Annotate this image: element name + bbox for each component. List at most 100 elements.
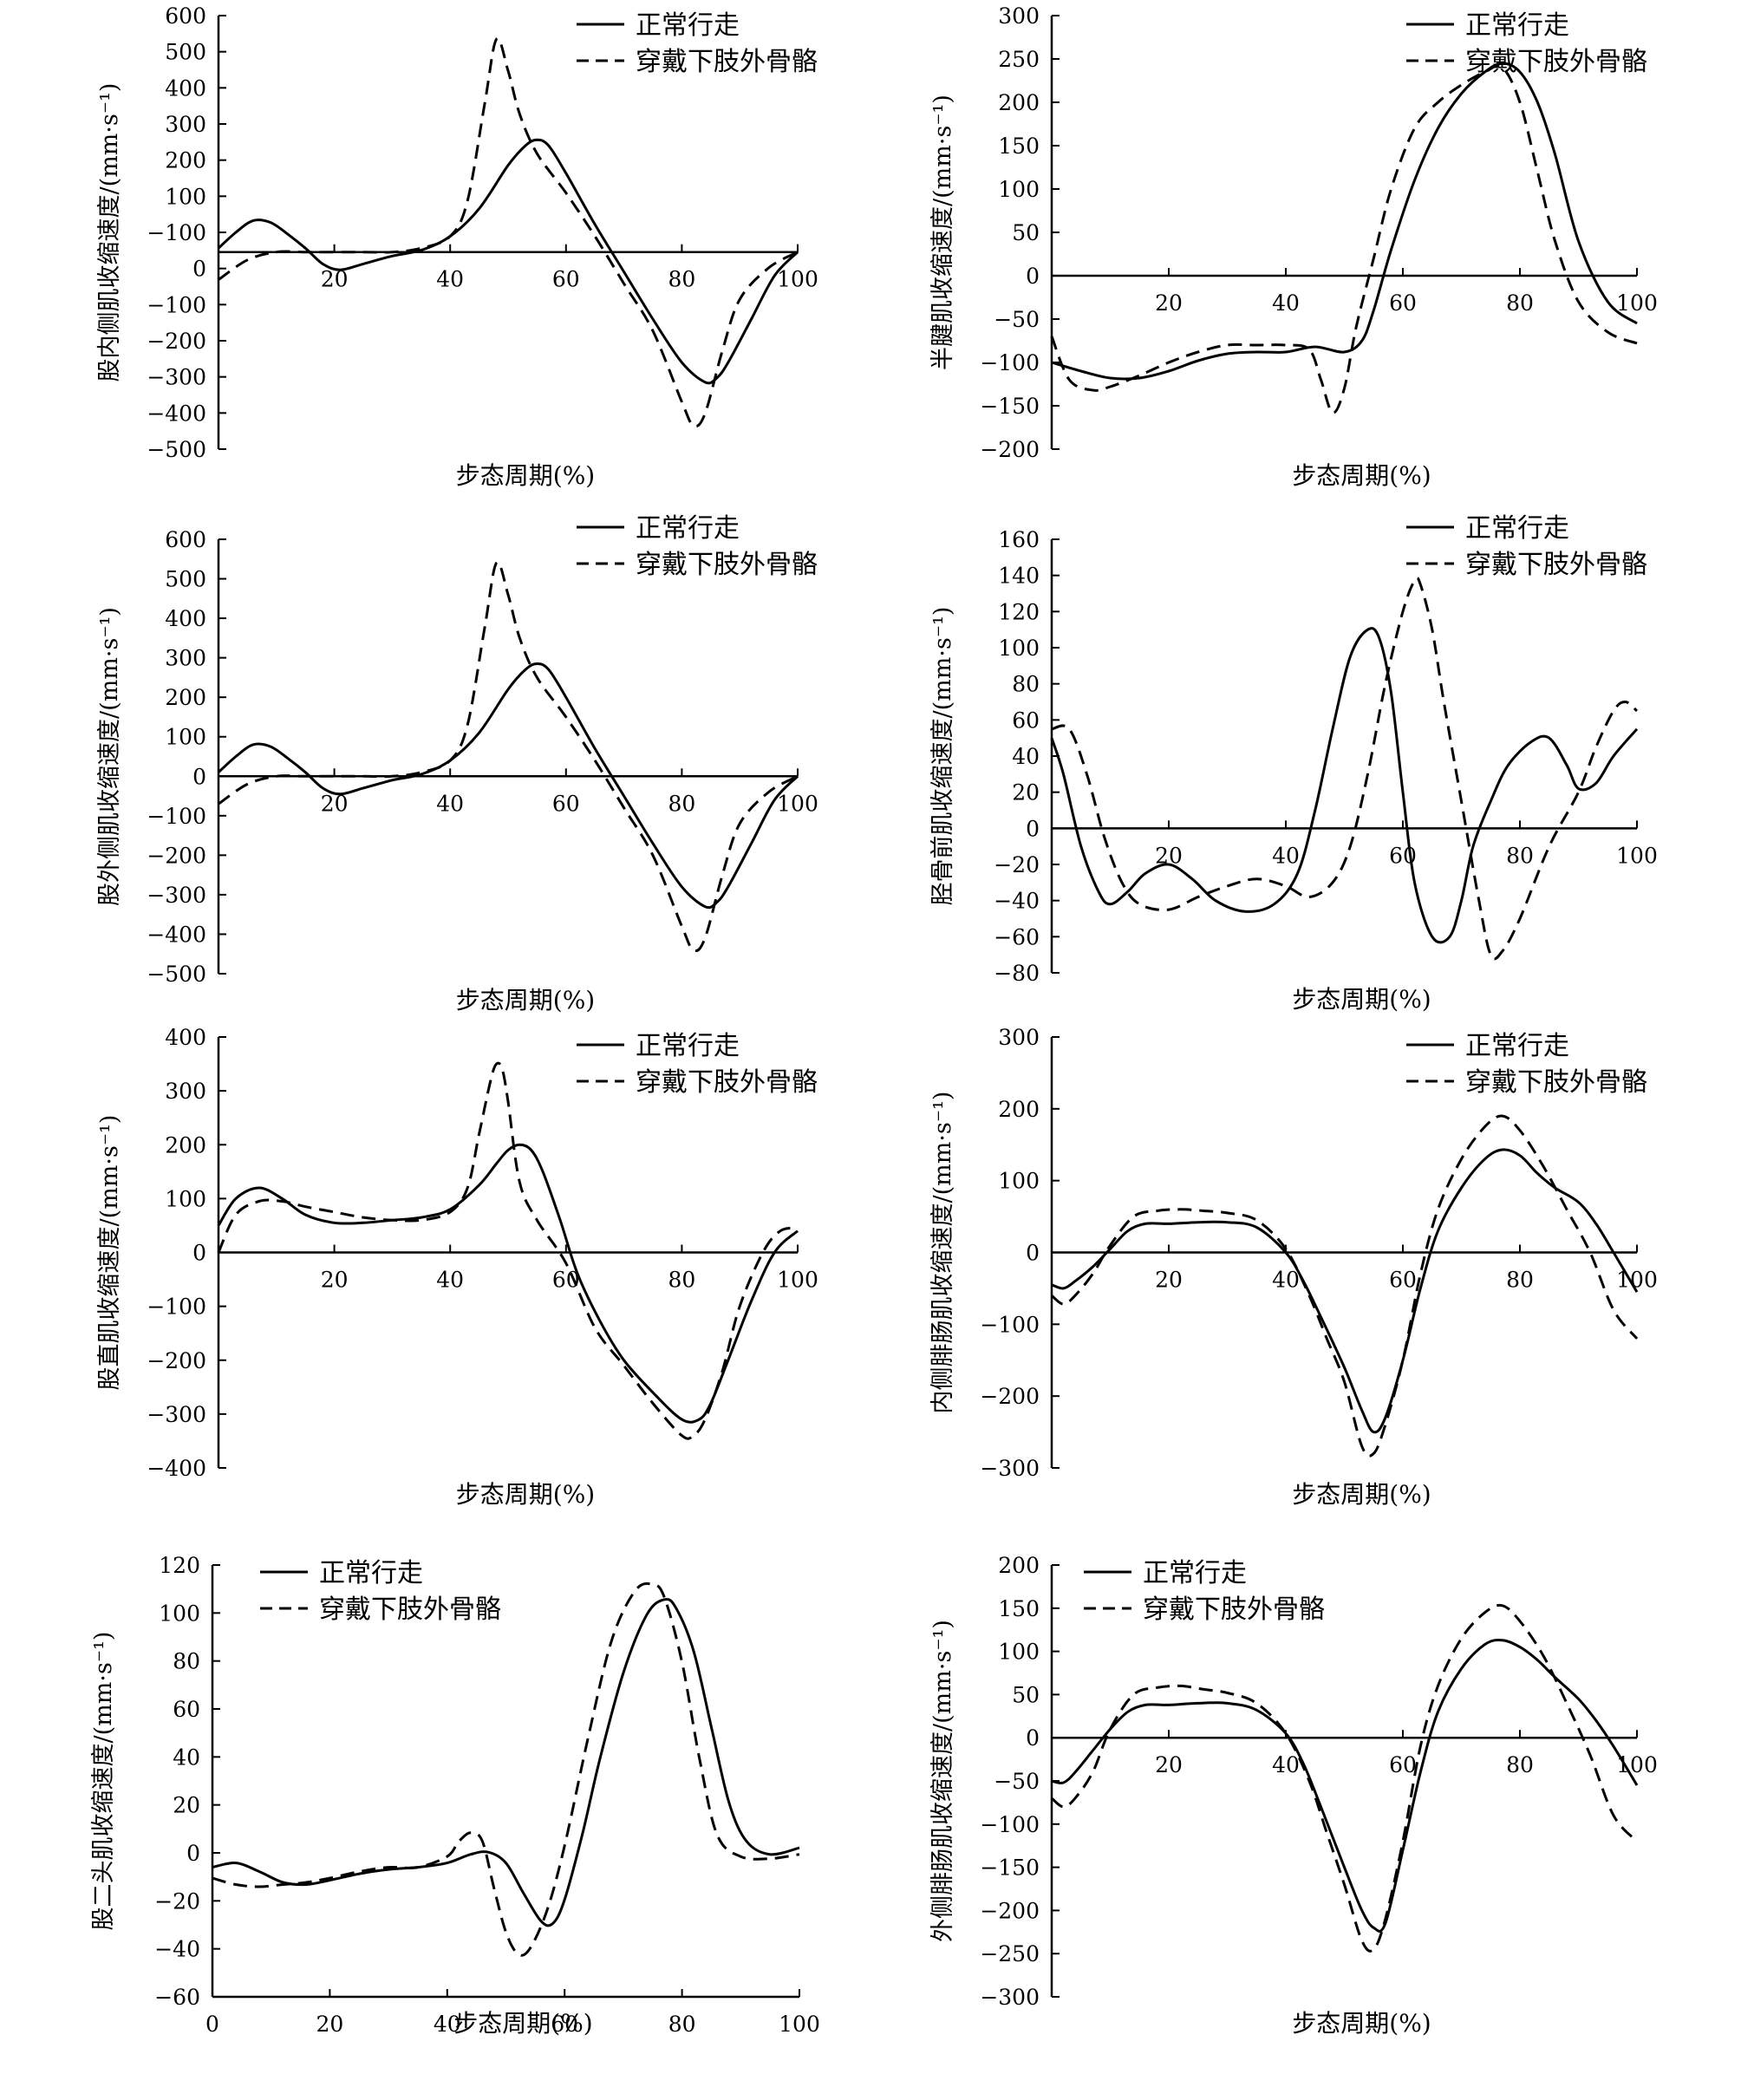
y-tick-label: 200 xyxy=(165,1132,206,1158)
y-tick-label: 150 xyxy=(998,1596,1040,1621)
x-axis-label: 步态周期(%) xyxy=(1292,985,1431,1014)
y-axis-label: 股外侧肌收缩速度/(mm·s⁻¹) xyxy=(96,607,123,906)
series-line-normal xyxy=(217,138,799,385)
chart-panel-2: 300 250 200 150 100 50 0 −50 −100 −150 −200 20 40 60 8… xyxy=(929,3,1658,490)
x-axis-label: 步态周期(%) xyxy=(453,2009,592,2038)
x-tick-label: 60 xyxy=(552,791,580,816)
legend-label-exo: 穿戴下肢外骨骼 xyxy=(319,1595,501,1625)
y-tick-label: 400 xyxy=(165,1025,206,1050)
x-tick-label: 40 xyxy=(1272,843,1300,868)
y-tick-label: 20 xyxy=(1012,780,1040,805)
y-tick-label: 50 xyxy=(1012,1682,1040,1707)
y-tick-label: 300 xyxy=(998,3,1040,29)
y-tick-label: 160 xyxy=(998,527,1040,552)
y-tick-label: −50 xyxy=(994,307,1040,332)
legend-label-normal: 正常行走 xyxy=(636,1031,740,1061)
x-tick-label: 40 xyxy=(436,791,464,816)
y-tick-label: 300 xyxy=(165,1079,206,1104)
legend-label-normal: 正常行走 xyxy=(319,1558,423,1588)
x-tick-label: 20 xyxy=(321,267,349,292)
y-tick-label: −20 xyxy=(154,1888,200,1914)
x-tick-label: 100 xyxy=(777,267,818,292)
y-tick-label: 100 xyxy=(165,184,206,209)
legend-label-exo: 穿戴下肢外骨骼 xyxy=(636,47,818,77)
y-tick-label: 300 xyxy=(165,646,206,671)
y-tick-label: 250 xyxy=(998,47,1040,72)
x-tick-label: 0 xyxy=(205,2012,219,2037)
x-axis-label: 步态周期(%) xyxy=(1292,1480,1431,1509)
y-tick-label: −150 xyxy=(980,1855,1040,1881)
x-tick-label: 80 xyxy=(1506,1268,1534,1293)
x-tick-label: 20 xyxy=(321,791,349,816)
series-line-exoskeleton xyxy=(1051,1603,1639,1953)
y-tick-label: 200 xyxy=(165,685,206,710)
y-tick-label: −300 xyxy=(147,883,206,908)
y-axis-label: 内侧腓肠肌收缩速度/(mm·s⁻¹) xyxy=(929,1092,956,1414)
y-tick-label: −500 xyxy=(147,437,206,462)
series-line-normal xyxy=(217,1143,799,1424)
y-tick-label: 0 xyxy=(186,1841,200,1866)
x-axis-label: 步态周期(%) xyxy=(456,986,595,1014)
y-tick-label: 600 xyxy=(165,3,206,29)
y-tick-label: 140 xyxy=(998,564,1040,589)
x-tick-label: 40 xyxy=(434,2012,461,2037)
legend-label-normal: 正常行走 xyxy=(1143,1558,1247,1588)
y-tick-label: 200 xyxy=(165,148,206,173)
x-axis-label: 步态周期(%) xyxy=(1292,461,1431,490)
y-tick-label: 200 xyxy=(998,90,1040,115)
x-tick-label: 60 xyxy=(551,2012,578,2037)
series-line-exoskeleton xyxy=(212,1582,800,1957)
x-tick-label: 40 xyxy=(436,267,464,292)
legend-label-exo: 穿戴下肢外骨骼 xyxy=(636,550,818,580)
y-tick-label: −400 xyxy=(147,922,206,947)
x-tick-label: 40 xyxy=(1272,1752,1300,1777)
x-tick-label: 20 xyxy=(321,1268,349,1293)
x-tick-label: 60 xyxy=(1389,1752,1417,1777)
series-line-normal xyxy=(212,1597,800,1927)
y-tick-label: 0 xyxy=(1026,816,1040,841)
legend-label-normal: 正常行走 xyxy=(636,513,740,544)
x-axis-label: 步态周期(%) xyxy=(456,461,595,490)
series-line-exoskeleton xyxy=(218,561,799,953)
x-tick-label: 60 xyxy=(552,267,580,292)
y-tick-label: 500 xyxy=(165,567,206,592)
x-tick-label: 80 xyxy=(1506,290,1534,316)
series-line-normal xyxy=(1050,627,1639,944)
legend-label-exo: 穿戴下肢外骨骼 xyxy=(1465,1067,1647,1098)
y-tick-label: 0 xyxy=(1026,264,1040,289)
y-tick-label: 100 xyxy=(998,1640,1040,1665)
y-tick-label: 20 xyxy=(173,1793,200,1818)
y-tick-label: 300 xyxy=(165,112,206,137)
x-tick-label: 20 xyxy=(1155,290,1183,316)
y-tick-label: −100 xyxy=(147,292,206,317)
y-tick-label: 40 xyxy=(173,1745,200,1770)
y-tick-label: −20 xyxy=(994,852,1040,877)
y-tick-label: 100 xyxy=(159,1601,200,1626)
y-tick-label: −40 xyxy=(994,889,1040,914)
x-tick-label: 80 xyxy=(668,1268,695,1293)
x-tick-label: 60 xyxy=(1389,1268,1417,1293)
y-tick-label: 150 xyxy=(998,134,1040,159)
x-tick-label: 80 xyxy=(668,791,695,816)
legend-label-normal: 正常行走 xyxy=(1465,513,1569,544)
y-tick-label: −200 xyxy=(147,843,206,868)
series-line-normal xyxy=(1051,62,1638,381)
x-tick-label: 80 xyxy=(1506,843,1534,868)
y-tick-label: −200 xyxy=(147,1348,206,1373)
y-tick-label: 400 xyxy=(165,75,206,101)
y-tick-label: −400 xyxy=(147,401,206,426)
legend-label-exo: 穿戴下肢外骨骼 xyxy=(1143,1595,1325,1625)
x-tick-label: 100 xyxy=(1616,1268,1658,1293)
series-line-normal xyxy=(1051,1148,1639,1434)
series-line-exoskeleton xyxy=(1051,1114,1639,1458)
y-tick-label: 100 xyxy=(165,725,206,750)
x-tick-label: 80 xyxy=(668,267,695,292)
chart-panel-1: 600 500 400 300 200 100 −100 0 −100 −200 −300 −400 −… xyxy=(96,3,818,490)
